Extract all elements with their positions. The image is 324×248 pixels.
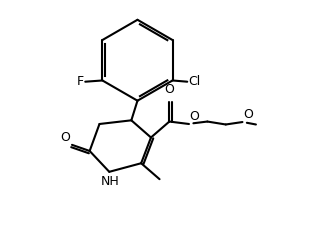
Text: O: O <box>190 110 200 123</box>
Text: O: O <box>243 108 253 121</box>
Text: F: F <box>76 75 84 88</box>
Text: O: O <box>60 131 70 144</box>
Text: O: O <box>164 83 174 96</box>
Text: NH: NH <box>101 175 120 188</box>
Text: Cl: Cl <box>189 75 201 88</box>
